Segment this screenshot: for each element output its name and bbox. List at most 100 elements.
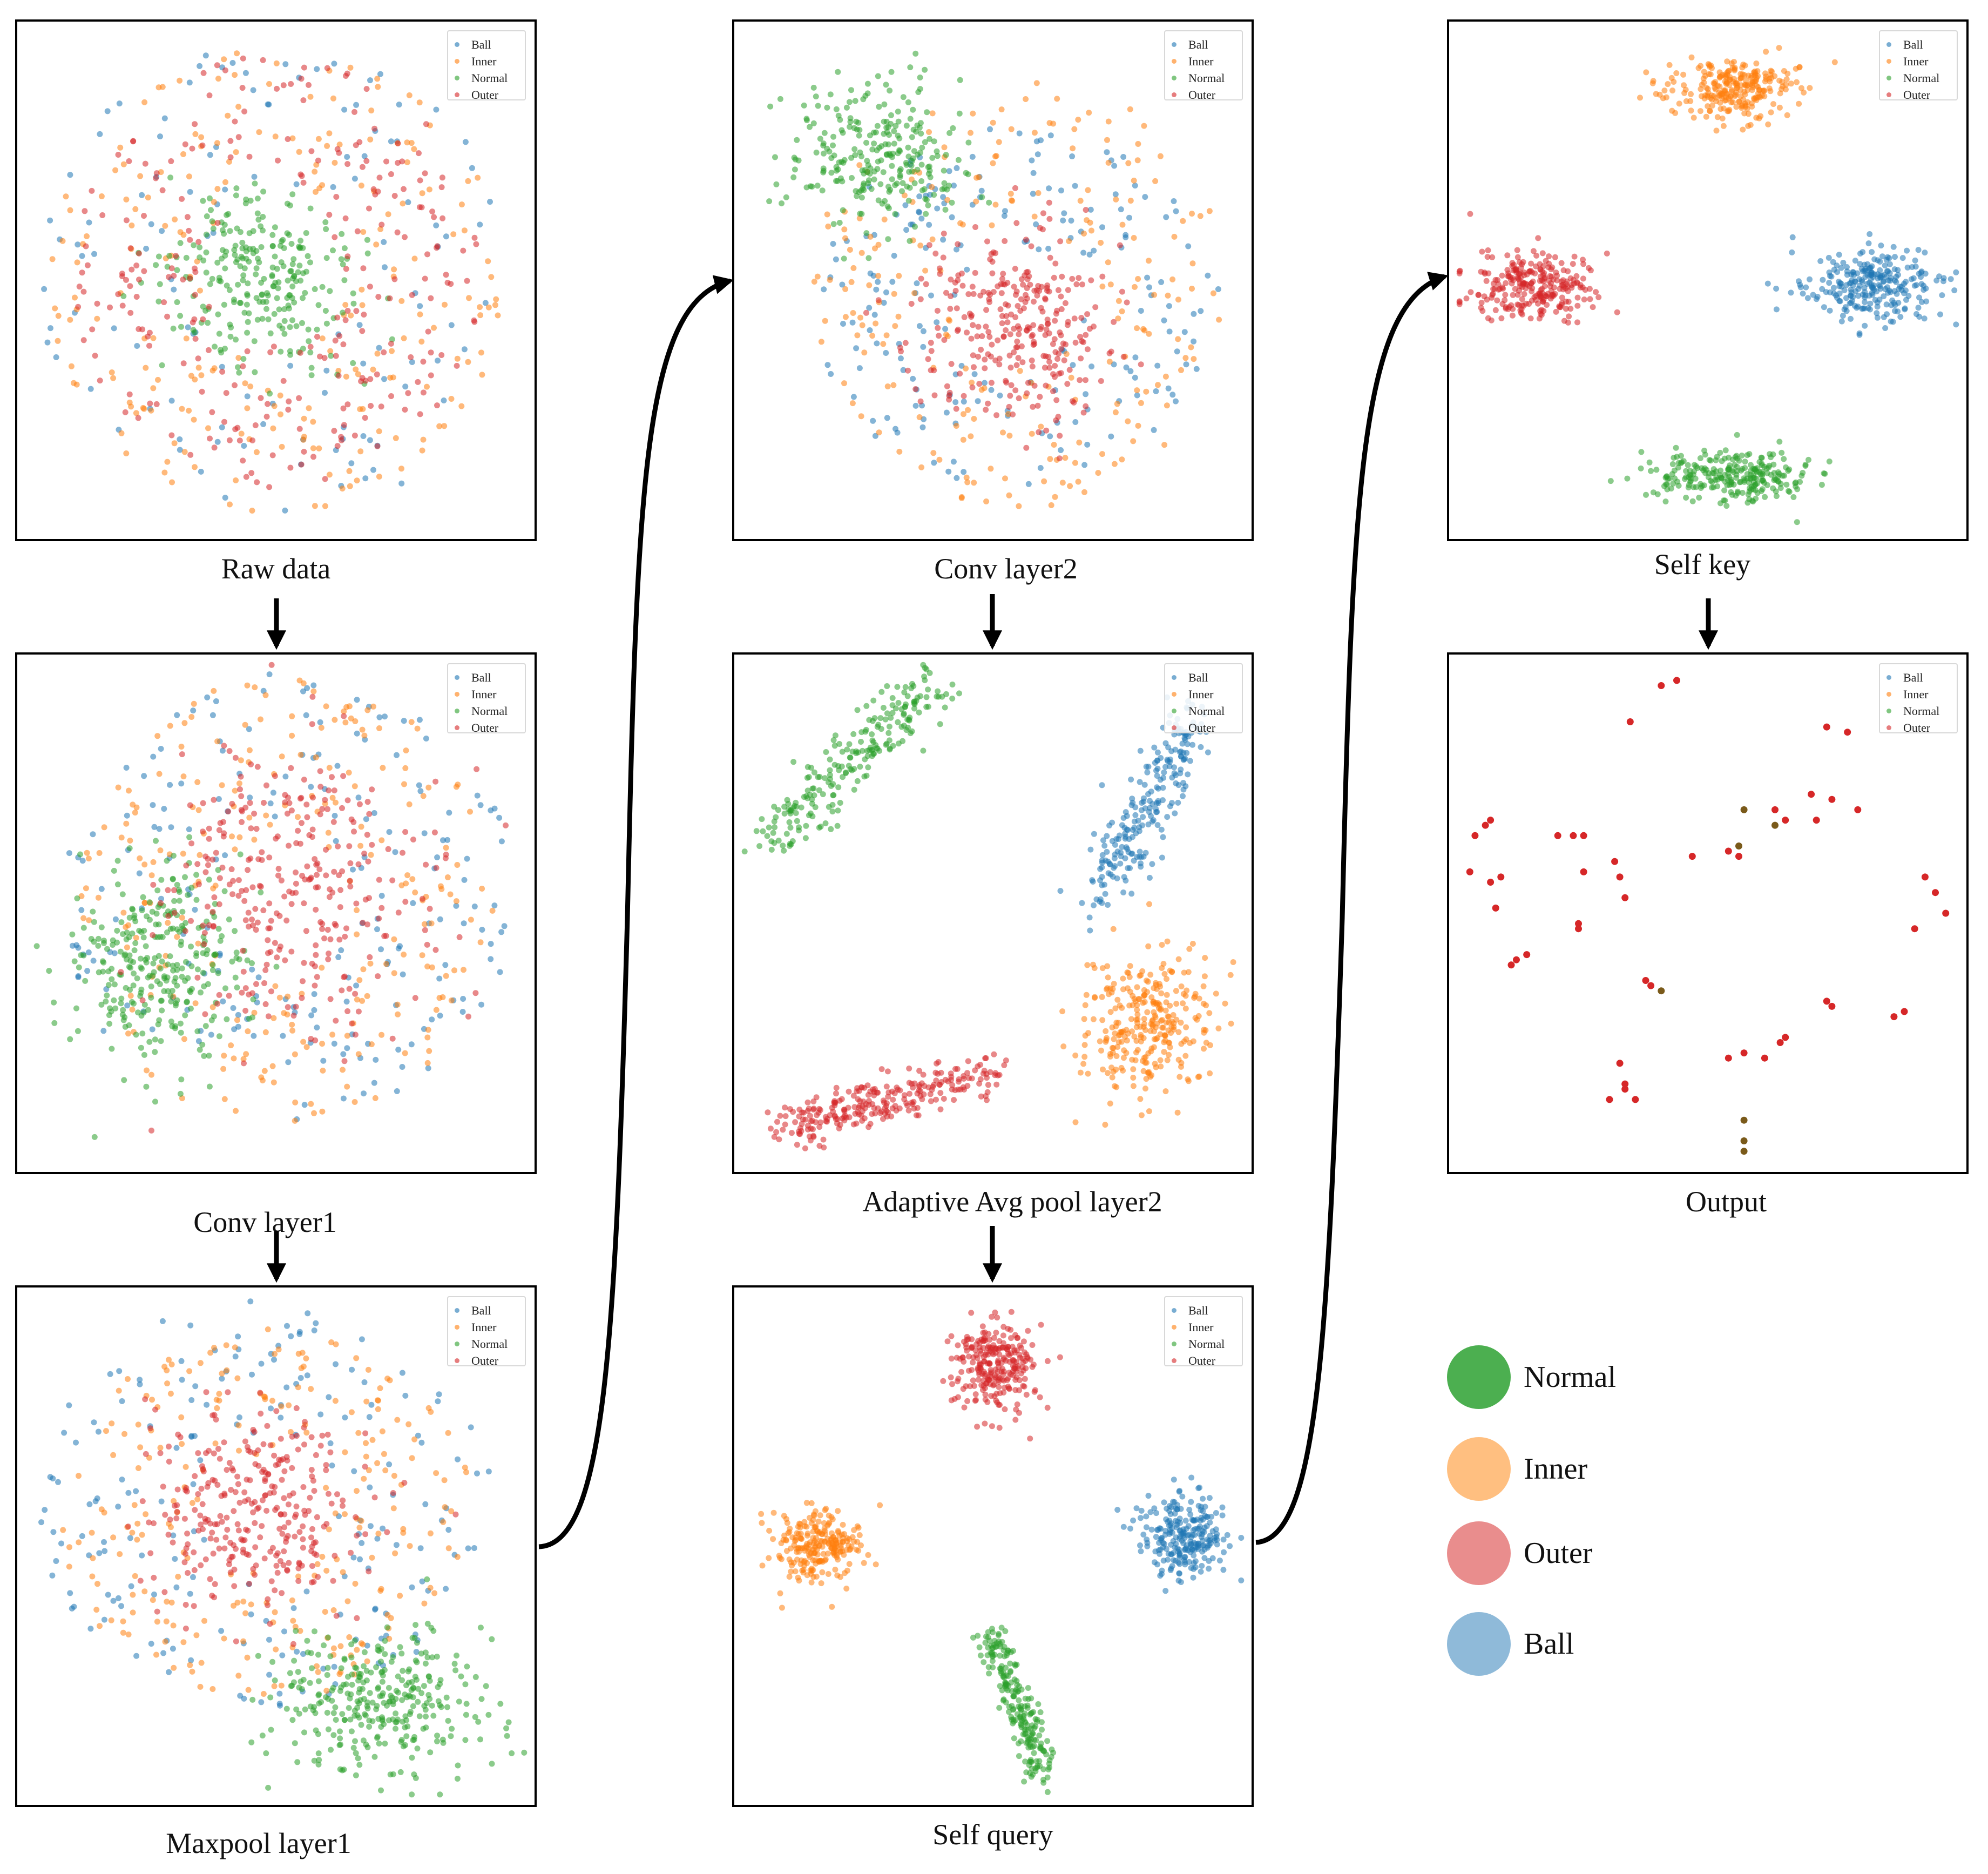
- point-inner: [60, 1527, 66, 1533]
- point-normal: [903, 160, 909, 166]
- point-outer: [999, 320, 1005, 327]
- point-normal: [269, 273, 275, 280]
- point-inner: [1166, 1051, 1172, 1058]
- point-outer: [906, 1066, 912, 1071]
- point-ball: [1114, 875, 1120, 881]
- point-inner: [211, 687, 217, 694]
- point-inner: [354, 477, 360, 484]
- point-normal: [410, 1737, 416, 1743]
- point-inner: [67, 316, 73, 323]
- point-ball: [311, 991, 317, 997]
- point-normal: [779, 200, 785, 207]
- point-normal: [185, 975, 191, 981]
- point-ball: [969, 153, 976, 160]
- point-normal: [341, 277, 348, 284]
- point-inner: [369, 1437, 376, 1443]
- point-ball: [343, 999, 350, 1005]
- point-inner: [129, 223, 135, 228]
- point-outer: [401, 186, 407, 192]
- point-ball: [157, 133, 163, 140]
- series-inner: [811, 80, 1222, 509]
- point-inner: [330, 1645, 337, 1651]
- point-outer: [198, 1562, 204, 1568]
- point-outer: [278, 877, 285, 884]
- point-inner: [135, 1465, 141, 1471]
- point-normal: [177, 313, 184, 319]
- point-normal: [348, 1654, 355, 1661]
- point-normal: [170, 852, 177, 859]
- point-ball: [50, 1529, 57, 1535]
- point-ball: [219, 1376, 225, 1382]
- point-outer: [943, 289, 949, 296]
- point-outer: [434, 243, 441, 250]
- point-ball: [417, 303, 423, 309]
- point-inner: [295, 1351, 302, 1357]
- point-outer: [199, 1501, 206, 1507]
- point-outer: [187, 237, 193, 243]
- point-inner: [93, 1607, 100, 1613]
- point-ball: [422, 1501, 429, 1507]
- point-ball: [386, 1461, 393, 1467]
- point-outer: [931, 392, 938, 399]
- point-inner: [137, 173, 144, 179]
- point-outer: [168, 432, 175, 439]
- point-normal: [399, 1677, 405, 1683]
- legend-item-ball: Ball: [455, 1302, 522, 1319]
- point-inner: [895, 313, 902, 320]
- point-normal: [434, 1733, 441, 1739]
- point-ball: [104, 108, 111, 114]
- point-inner: [419, 190, 425, 197]
- point-outer: [311, 1488, 317, 1494]
- point-ball: [167, 781, 173, 788]
- point-normal: [427, 1749, 434, 1756]
- point-normal: [80, 925, 87, 931]
- point-outer: [214, 62, 220, 69]
- point-inner: [1125, 418, 1131, 424]
- point-outer: [241, 108, 248, 114]
- point-normal: [338, 1665, 344, 1671]
- point-inner: [375, 1397, 381, 1404]
- point-ball: [1132, 812, 1139, 818]
- point-inner: [232, 846, 238, 853]
- point-inner: [235, 1673, 242, 1679]
- point-normal: [246, 1015, 252, 1022]
- point-ball: [1137, 848, 1143, 855]
- point-outer: [964, 329, 970, 336]
- point-outer: [1042, 365, 1048, 371]
- point-normal: [206, 877, 212, 883]
- point-normal: [194, 966, 201, 973]
- point-normal: [289, 261, 296, 267]
- point-inner: [1143, 1060, 1149, 1066]
- point-outer: [1099, 273, 1106, 280]
- point-inner: [1151, 292, 1158, 298]
- point-outer: [325, 956, 332, 962]
- point-outer: [304, 814, 310, 820]
- point-outer: [1056, 350, 1062, 357]
- point-outer: [244, 1477, 250, 1483]
- point-outer: [211, 894, 218, 900]
- point-outer: [226, 437, 233, 443]
- point-outer: [346, 843, 353, 850]
- point-outer: [346, 986, 353, 992]
- point-outer: [242, 1438, 248, 1445]
- point-inner: [215, 76, 221, 82]
- point-outer: [969, 384, 976, 390]
- point-outer: [310, 1478, 316, 1484]
- point-inner: [49, 256, 56, 262]
- point-outer: [182, 1602, 189, 1608]
- point-outer: [323, 872, 329, 879]
- point-inner: [373, 241, 380, 248]
- point-normal: [281, 245, 287, 251]
- point-inner: [358, 824, 364, 830]
- point-outer: [272, 1587, 278, 1594]
- legend-label-outer: Outer: [1188, 87, 1216, 102]
- point-normal: [292, 1740, 298, 1747]
- point-normal: [861, 773, 868, 780]
- point-outer: [313, 952, 319, 958]
- point-ball: [348, 460, 355, 467]
- point-ball: [44, 339, 51, 346]
- point-inner: [163, 1618, 170, 1624]
- point-inner: [1114, 1044, 1121, 1050]
- point-normal: [756, 843, 763, 850]
- point-inner: [1006, 492, 1012, 498]
